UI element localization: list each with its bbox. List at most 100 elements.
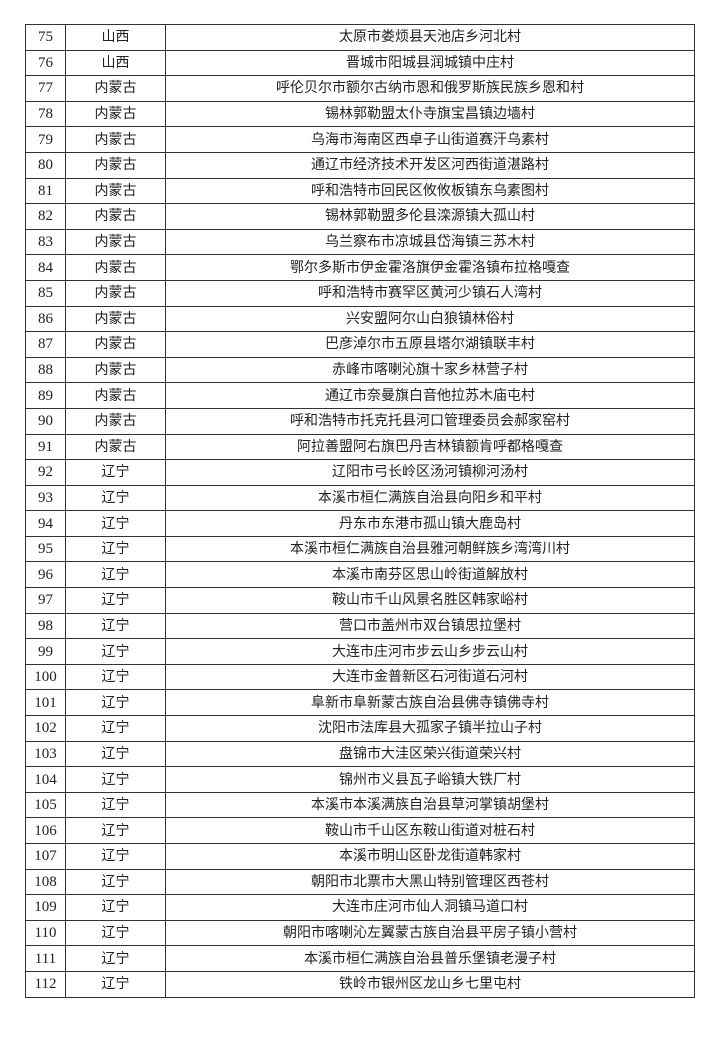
province-cell: 内蒙古 bbox=[65, 305, 166, 333]
village-name-cell: 呼和浩特市回民区攸攸板镇东乌素图村 bbox=[165, 177, 695, 205]
province-cell: 内蒙古 bbox=[65, 75, 166, 102]
table-row: 108 辽宁 朝阳市北票市大黑山特别管理区西苍村 bbox=[25, 868, 695, 896]
row-number-cell: 106 bbox=[25, 817, 66, 844]
row-number-cell: 87 bbox=[25, 331, 66, 358]
province-cell: 辽宁 bbox=[65, 459, 166, 486]
row-number-cell: 94 bbox=[25, 510, 66, 537]
row-number-cell: 102 bbox=[25, 715, 66, 742]
province-cell: 辽宁 bbox=[65, 612, 166, 640]
row-number-cell: 75 bbox=[25, 24, 66, 51]
village-name-cell: 赤峰市喀喇沁旗十家乡林营子村 bbox=[165, 356, 695, 384]
row-number-cell: 79 bbox=[25, 126, 66, 153]
village-name-cell: 本溪市桓仁满族自治县雅河朝鲜族乡湾湾川村 bbox=[165, 535, 695, 563]
table-row: 77 内蒙古 呼伦贝尔市额尔古纳市恩和俄罗斯族民族乡恩和村 bbox=[25, 75, 695, 102]
province-cell: 内蒙古 bbox=[65, 203, 166, 230]
table-row: 75 山西 太原市娄烦县天池店乡河北村 bbox=[25, 24, 695, 51]
row-number-cell: 99 bbox=[25, 638, 66, 665]
province-cell: 内蒙古 bbox=[65, 433, 166, 461]
province-cell: 内蒙古 bbox=[65, 177, 166, 205]
village-name-cell: 盘锦市大洼区荣兴街道荣兴村 bbox=[165, 740, 695, 768]
province-cell: 山西 bbox=[65, 24, 166, 51]
province-cell: 辽宁 bbox=[65, 894, 166, 921]
table-row: 101 辽宁 阜新市阜新蒙古族自治县佛寺镇佛寺村 bbox=[25, 689, 695, 717]
table-row: 104 辽宁 锦州市义县瓦子峪镇大铁厂村 bbox=[25, 766, 695, 793]
row-number-cell: 92 bbox=[25, 459, 66, 486]
row-number-cell: 81 bbox=[25, 177, 66, 205]
row-number-cell: 78 bbox=[25, 100, 66, 128]
province-cell: 辽宁 bbox=[65, 561, 166, 589]
province-cell: 辽宁 bbox=[65, 638, 166, 665]
table-row: 103 辽宁 盘锦市大洼区荣兴街道荣兴村 bbox=[25, 740, 695, 768]
row-number-cell: 91 bbox=[25, 433, 66, 461]
table-row: 107 辽宁 本溪市明山区卧龙街道韩家村 bbox=[25, 843, 695, 870]
table-row: 105 辽宁 本溪市本溪满族自治县草河掌镇胡堡村 bbox=[25, 791, 695, 819]
row-number-cell: 88 bbox=[25, 356, 66, 384]
table-row: 78 内蒙古 锡林郭勒盟太仆寺旗宝昌镇边墙村 bbox=[25, 100, 695, 128]
table-row: 85 内蒙古 呼和浩特市赛罕区黄河少镇石人湾村 bbox=[25, 279, 695, 307]
province-cell: 辽宁 bbox=[65, 945, 166, 972]
province-cell: 辽宁 bbox=[65, 715, 166, 742]
village-name-cell: 朝阳市北票市大黑山特别管理区西苍村 bbox=[165, 868, 695, 896]
province-cell: 辽宁 bbox=[65, 817, 166, 844]
row-number-cell: 101 bbox=[25, 689, 66, 717]
province-cell: 辽宁 bbox=[65, 484, 166, 512]
province-cell: 辽宁 bbox=[65, 919, 166, 947]
table-row: 76 山西 晋城市阳城县润城镇中庄村 bbox=[25, 49, 695, 77]
table-row: 99 辽宁 大连市庄河市步云山乡步云山村 bbox=[25, 638, 695, 665]
table-row: 112 辽宁 铁岭市银州区龙山乡七里屯村 bbox=[25, 970, 695, 998]
table-row: 95 辽宁 本溪市桓仁满族自治县雅河朝鲜族乡湾湾川村 bbox=[25, 535, 695, 563]
village-name-cell: 大连市庄河市步云山乡步云山村 bbox=[165, 638, 695, 665]
province-cell: 辽宁 bbox=[65, 970, 166, 998]
table-row: 102 辽宁 沈阳市法库县大孤家子镇半拉山子村 bbox=[25, 715, 695, 742]
village-name-cell: 鞍山市千山风景名胜区韩家峪村 bbox=[165, 587, 695, 614]
table-row: 97 辽宁 鞍山市千山风景名胜区韩家峪村 bbox=[25, 587, 695, 614]
table-row: 87 内蒙古 巴彦淖尔市五原县塔尔湖镇联丰村 bbox=[25, 331, 695, 358]
province-cell: 内蒙古 bbox=[65, 254, 166, 281]
village-name-cell: 晋城市阳城县润城镇中庄村 bbox=[165, 49, 695, 77]
village-name-cell: 沈阳市法库县大孤家子镇半拉山子村 bbox=[165, 715, 695, 742]
province-cell: 辽宁 bbox=[65, 843, 166, 870]
province-cell: 辽宁 bbox=[65, 689, 166, 717]
village-name-cell: 锡林郭勒盟多伦县滦源镇大孤山村 bbox=[165, 203, 695, 230]
village-name-cell: 太原市娄烦县天池店乡河北村 bbox=[165, 24, 695, 51]
province-cell: 内蒙古 bbox=[65, 331, 166, 358]
row-number-cell: 112 bbox=[25, 970, 66, 998]
province-cell: 内蒙古 bbox=[65, 126, 166, 153]
village-name-cell: 营口市盖州市双台镇思拉堡村 bbox=[165, 612, 695, 640]
province-cell: 辽宁 bbox=[65, 868, 166, 896]
village-name-cell: 呼和浩特市托克托县河口管理委员会郝家窑村 bbox=[165, 407, 695, 435]
table-row: 80 内蒙古 通辽市经济技术开发区河西街道湛路村 bbox=[25, 151, 695, 179]
village-name-cell: 乌兰察布市凉城县岱海镇三苏木村 bbox=[165, 228, 695, 256]
province-cell: 辽宁 bbox=[65, 791, 166, 819]
province-cell: 内蒙古 bbox=[65, 407, 166, 435]
village-name-cell: 阜新市阜新蒙古族自治县佛寺镇佛寺村 bbox=[165, 689, 695, 717]
table-row: 82 内蒙古 锡林郭勒盟多伦县滦源镇大孤山村 bbox=[25, 203, 695, 230]
table-row: 93 辽宁 本溪市桓仁满族自治县向阳乡和平村 bbox=[25, 484, 695, 512]
village-name-cell: 鞍山市千山区东鞍山街道对桩石村 bbox=[165, 817, 695, 844]
table-row: 89 内蒙古 通辽市奈曼旗白音他拉苏木庙屯村 bbox=[25, 382, 695, 409]
table-row: 86 内蒙古 兴安盟阿尔山白狼镇林俗村 bbox=[25, 305, 695, 333]
row-number-cell: 96 bbox=[25, 561, 66, 589]
village-name-cell: 巴彦淖尔市五原县塔尔湖镇联丰村 bbox=[165, 331, 695, 358]
row-number-cell: 103 bbox=[25, 740, 66, 768]
row-number-cell: 77 bbox=[25, 75, 66, 102]
province-cell: 辽宁 bbox=[65, 740, 166, 768]
table-row: 96 辽宁 本溪市南芬区思山岭街道解放村 bbox=[25, 561, 695, 589]
row-number-cell: 85 bbox=[25, 279, 66, 307]
province-cell: 内蒙古 bbox=[65, 382, 166, 409]
row-number-cell: 107 bbox=[25, 843, 66, 870]
row-number-cell: 93 bbox=[25, 484, 66, 512]
village-name-cell: 丹东市东港市孤山镇大鹿岛村 bbox=[165, 510, 695, 537]
village-name-cell: 锡林郭勒盟太仆寺旗宝昌镇边墙村 bbox=[165, 100, 695, 128]
village-name-cell: 通辽市奈曼旗白音他拉苏木庙屯村 bbox=[165, 382, 695, 409]
row-number-cell: 82 bbox=[25, 203, 66, 230]
village-name-cell: 辽阳市弓长岭区汤河镇柳河汤村 bbox=[165, 459, 695, 486]
row-number-cell: 111 bbox=[25, 945, 66, 972]
village-name-cell: 鄂尔多斯市伊金霍洛旗伊金霍洛镇布拉格嘎查 bbox=[165, 254, 695, 281]
village-name-cell: 大连市庄河市仙人洞镇马道口村 bbox=[165, 894, 695, 921]
table-row: 98 辽宁 营口市盖州市双台镇思拉堡村 bbox=[25, 612, 695, 640]
table-row: 100 辽宁 大连市金普新区石河街道石河村 bbox=[25, 663, 695, 691]
village-name-cell: 大连市金普新区石河街道石河村 bbox=[165, 663, 695, 691]
row-number-cell: 109 bbox=[25, 894, 66, 921]
row-number-cell: 105 bbox=[25, 791, 66, 819]
